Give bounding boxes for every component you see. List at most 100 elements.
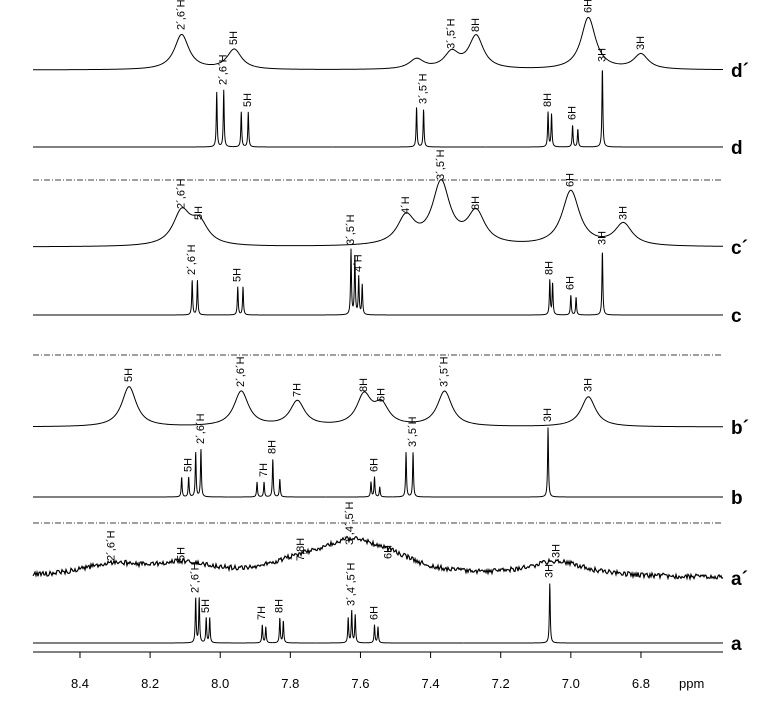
peak-label: 5H: [232, 268, 244, 282]
series-label: b´: [731, 418, 749, 439]
peak-label: 2´,6´H: [195, 413, 207, 444]
series-label: c´: [731, 238, 748, 259]
peak: [206, 48, 325, 70]
peak-label: 6H: [375, 388, 387, 402]
peak: [352, 614, 365, 644]
peak: [371, 399, 414, 423]
peak: [145, 557, 242, 573]
peak-label: 5H: [242, 93, 254, 107]
series-label: b: [731, 488, 743, 509]
peak: [433, 48, 464, 64]
peak: [263, 626, 273, 644]
peak-label: 2´,6´H: [218, 54, 230, 85]
peak-label: 7H: [256, 606, 268, 620]
peak: [329, 391, 373, 423]
peak: [462, 34, 533, 69]
peak: [372, 476, 378, 497]
x-tick-label: 8.0: [211, 676, 229, 691]
peak: [324, 535, 370, 548]
peak-label: 3H: [551, 544, 563, 558]
peak-label: 6H: [582, 0, 594, 13]
peak-label: 7H: [258, 463, 270, 477]
peak: [596, 221, 724, 247]
peak: [302, 212, 424, 247]
peak: [550, 282, 562, 316]
peak-label: 3H: [544, 564, 556, 578]
peak: [471, 557, 724, 582]
peak-label: 8H: [267, 440, 279, 454]
peak: [240, 545, 326, 571]
peak: [409, 452, 481, 498]
peak: [574, 129, 590, 148]
peak: [590, 70, 723, 148]
peak: [240, 286, 297, 316]
x-axis-label: ppm: [679, 676, 704, 691]
peak: [315, 617, 351, 644]
peak: [480, 427, 723, 498]
peak-label: 3´,5´H: [435, 149, 447, 180]
series-label: a: [731, 634, 742, 655]
peak: [268, 399, 331, 423]
peak: [276, 479, 326, 498]
peak: [412, 390, 517, 427]
series-label: d´: [731, 61, 749, 82]
peak: [376, 486, 393, 498]
peak: [359, 283, 456, 316]
peak: [198, 449, 229, 498]
peak: [196, 597, 203, 642]
peak-label: 6H: [368, 458, 380, 472]
peak-label: 8H: [544, 261, 556, 275]
peak: [531, 16, 615, 69]
peak: [33, 597, 198, 644]
peak: [32, 558, 147, 578]
peak: [325, 57, 435, 70]
peak: [32, 207, 191, 248]
peak-label: 2´,6´H: [235, 356, 247, 387]
peak: [562, 125, 576, 148]
peak-label: 8H: [470, 196, 482, 210]
x-tick-label: 6.8: [632, 676, 650, 691]
peak-label: 5H: [228, 31, 240, 45]
peak: [463, 583, 723, 644]
peak-label: 3´,5´H: [417, 73, 429, 104]
peak-label: 2´,6´H: [105, 530, 117, 561]
peak: [33, 386, 186, 428]
peak-label: 3´,5´H: [345, 214, 357, 245]
x-tick-label: 7.4: [422, 676, 440, 691]
peak: [191, 452, 199, 496]
x-tick-label: 7.6: [351, 676, 369, 691]
peak-label: 3´,4´,5´H: [344, 502, 356, 545]
peak-label: 3H: [542, 408, 554, 422]
peak: [392, 452, 410, 498]
peak: [485, 111, 551, 148]
peak: [422, 178, 459, 223]
peak: [184, 390, 270, 426]
peak-label: 5H: [200, 599, 212, 613]
x-tick-label: 8.4: [71, 676, 89, 691]
x-tick-label: 8.2: [141, 676, 159, 691]
peak: [189, 213, 303, 247]
peak-label: 8H: [274, 599, 286, 613]
peak-label: 6H: [382, 545, 394, 559]
peak: [332, 107, 421, 148]
peak: [272, 617, 282, 644]
peak: [281, 620, 316, 644]
peak: [260, 481, 269, 497]
peak-label: 6H: [565, 276, 577, 290]
series-label: c: [731, 306, 742, 327]
peak: [33, 91, 221, 148]
peak-label: 2´,6´H: [186, 244, 198, 275]
peak: [456, 279, 552, 316]
peak: [325, 481, 373, 498]
peak-label: 2´,6´H: [176, 178, 188, 209]
peak: [349, 610, 354, 639]
peak: [457, 207, 524, 242]
peak: [228, 481, 261, 498]
peak-label: 8H: [358, 378, 370, 392]
peak: [268, 459, 277, 497]
peak: [352, 255, 358, 308]
peak: [419, 109, 486, 148]
peak-label: 5H: [176, 547, 188, 561]
peak-label: 3H: [582, 378, 594, 392]
